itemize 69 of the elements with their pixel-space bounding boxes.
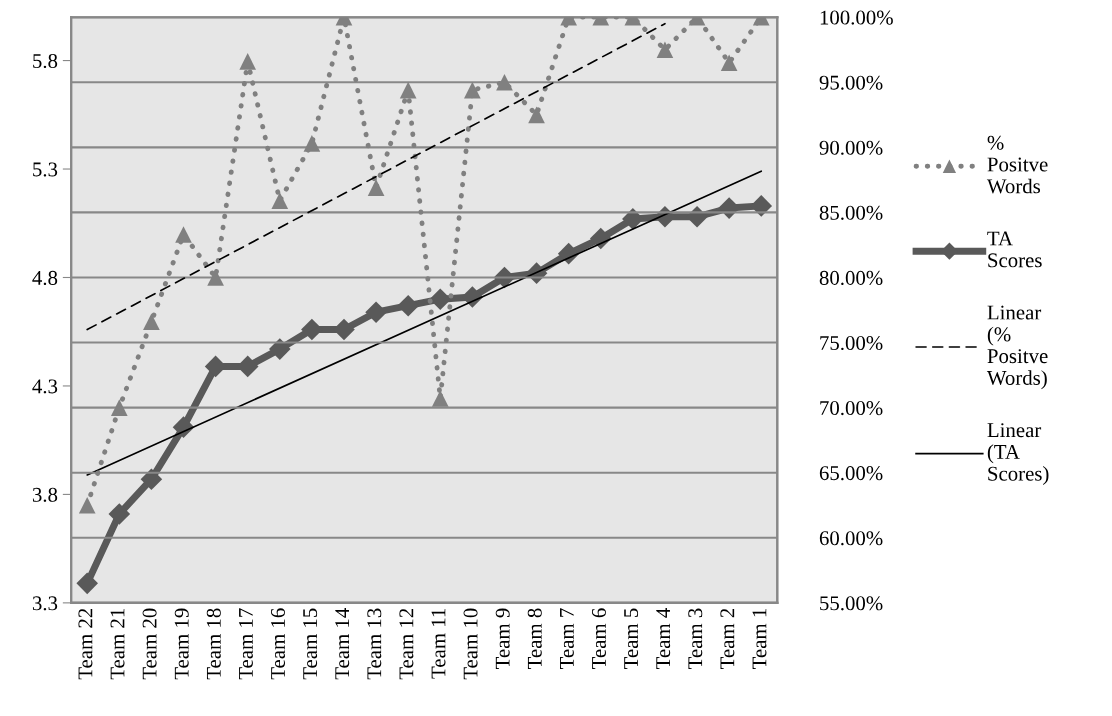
x-tick-label: Team 4 (656, 608, 671, 669)
point (239, 53, 257, 70)
x-tick-label: Team 11 (431, 608, 446, 679)
point (108, 503, 131, 525)
x-tick-label: Team 2 (720, 608, 735, 669)
point (207, 269, 224, 286)
x-tick-label: Team 12 (399, 608, 414, 680)
point (399, 81, 417, 99)
point (496, 73, 513, 91)
point (397, 294, 419, 317)
point (268, 338, 291, 360)
x-tick-label: Team 9 (495, 608, 510, 669)
y2-tick-label: 60.00% (819, 531, 883, 546)
point (622, 208, 644, 230)
x-tick-label: Team 15 (303, 608, 318, 680)
y-tick-label: 3.8 (32, 487, 58, 502)
point (464, 81, 481, 99)
point (303, 135, 321, 152)
x-tick-label: Team 18 (206, 608, 221, 680)
legend-label: % Positve Words (986, 135, 1048, 194)
point (367, 179, 385, 197)
x-tick-label: Team 20 (142, 608, 157, 680)
y-tick-label: 4.3 (32, 379, 58, 394)
x-tick-label: Team 10 (463, 608, 478, 680)
point (720, 54, 738, 72)
point (110, 399, 128, 416)
point (143, 313, 160, 331)
point (175, 226, 192, 243)
x-tick-label: Team 19 (174, 608, 189, 680)
y2-tick-label: 85.00% (819, 205, 883, 220)
x-tick-label: Team 7 (560, 608, 574, 669)
y2-tick-label: 80.00% (819, 270, 883, 286)
y2-tick-label: 95.00% (819, 75, 883, 90)
x-tick-label: Team 3 (688, 608, 703, 669)
x-tick-label: Team 1 (752, 608, 767, 669)
y-tick-label: 5.8 (33, 53, 58, 69)
y-tick-label: 3.3 (32, 596, 58, 611)
point (528, 106, 545, 124)
x-tick-label: Team 5 (624, 608, 639, 669)
y2-tick-label: 55.00% (820, 596, 883, 611)
point (365, 301, 387, 323)
x-tick-label: Team 6 (591, 608, 606, 669)
x-tick-label: Team 13 (367, 608, 382, 680)
point (78, 496, 96, 514)
y-tick-label: 4.8 (32, 270, 58, 286)
y2-tick-label: 90.00% (819, 140, 883, 155)
point (750, 195, 773, 217)
x-tick-label: Team 22 (78, 608, 93, 680)
y2-tick-label: 65.00% (819, 466, 883, 481)
legend-label: Linear (TA Scores) (987, 423, 1049, 485)
x-tick-label: Team 17 (238, 608, 253, 680)
y2-tick-label: 100.00% (820, 10, 893, 25)
legend-label: Linear (% Positve Words) (986, 305, 1048, 390)
point (140, 468, 163, 491)
point (431, 390, 449, 407)
point (76, 572, 99, 595)
legend-label: TA Scores (987, 231, 1042, 268)
y-tick-label: 5.3 (33, 162, 58, 177)
point (333, 318, 355, 341)
point (686, 205, 708, 228)
x-tick-label: Team 14 (335, 608, 350, 680)
y2-tick-label: 75.00% (820, 335, 883, 351)
point (429, 288, 452, 310)
x-tick-label: Team 21 (110, 608, 125, 680)
y2-tick-label: 70.00% (820, 401, 883, 416)
x-tick-label: Team 16 (271, 608, 286, 680)
x-tick-label: Team 8 (527, 608, 542, 669)
point (656, 41, 674, 59)
point (271, 192, 289, 210)
